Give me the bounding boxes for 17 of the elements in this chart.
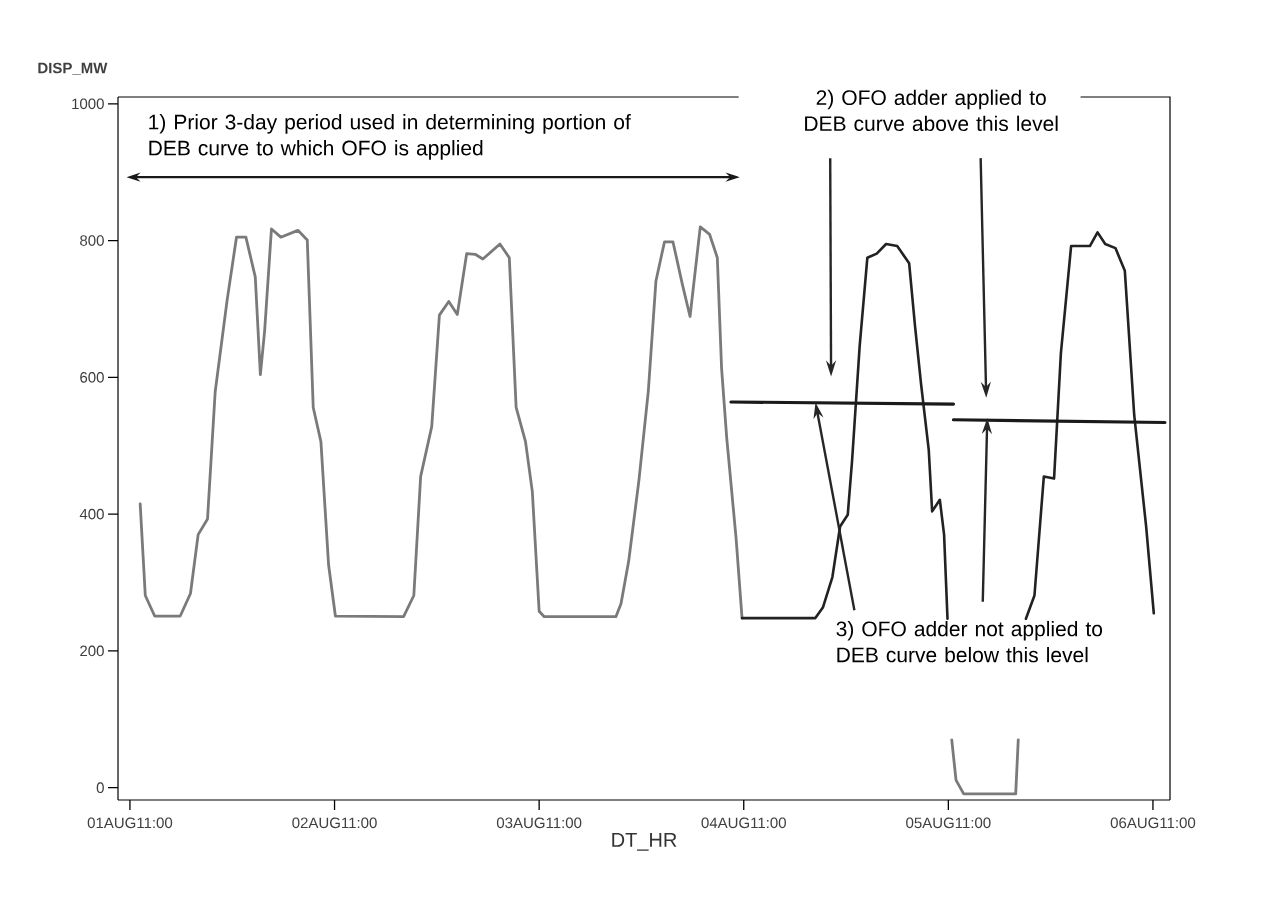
y-tick-label: 0 <box>96 782 104 793</box>
y-tick-label: 600 <box>80 372 104 383</box>
x-tick-label: 03AUG11:00 <box>496 817 582 829</box>
x-tick-label: 02AUG11:00 <box>292 817 377 829</box>
annotation: 3) OFO adder not applied to DEB curve below this level <box>836 620 1103 663</box>
y-tick-label: 800 <box>80 235 104 246</box>
annotation: 2) OFO adder applied to DEB curve above this level <box>805 89 1058 132</box>
y-tick-label: 1000 <box>72 98 104 110</box>
x-tick-label: 05AUG11:00 <box>906 817 991 829</box>
x-tick-label: 04AUG11:00 <box>701 817 786 829</box>
annotation: 1) Prior 3-day period used in determining portion of DEB curve to which OFO is applied <box>149 114 631 160</box>
x-tick-label: 01AUG11:00 <box>87 817 173 829</box>
y-tick-label: 400 <box>79 508 104 520</box>
y-tick-label: 200 <box>80 645 104 657</box>
y-axis-title: DISP_MW <box>38 62 108 76</box>
x-axis-title: DT_HR <box>612 833 677 851</box>
x-tick-label: 06AUG11:00 <box>1110 817 1196 829</box>
